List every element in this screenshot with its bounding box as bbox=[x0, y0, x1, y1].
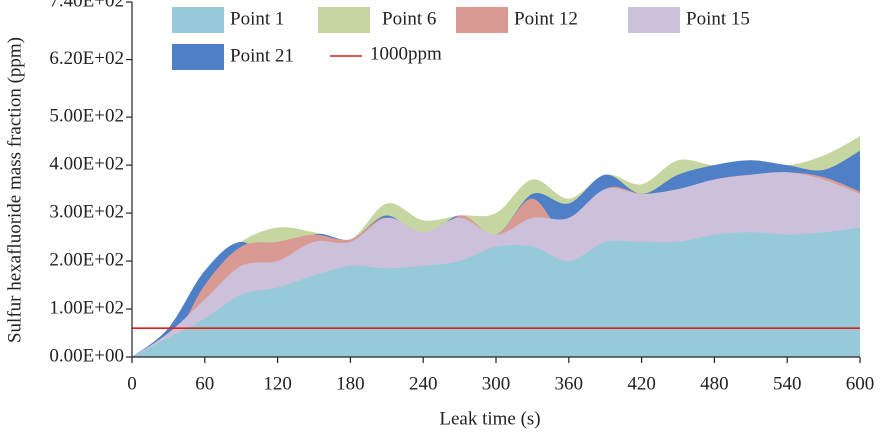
legend-swatch bbox=[318, 7, 370, 33]
x-tick-label: 360 bbox=[555, 373, 584, 394]
y-tick-label: 0.00E+00 bbox=[49, 345, 124, 366]
legend-swatch bbox=[456, 7, 508, 33]
y-tick-label: 3.00E+02 bbox=[49, 201, 124, 222]
legend-swatch bbox=[172, 44, 224, 70]
x-tick-label: 60 bbox=[195, 373, 214, 394]
legend-swatch bbox=[628, 7, 680, 33]
y-tick-label: 1.00E+02 bbox=[49, 297, 124, 318]
x-tick-label: 240 bbox=[409, 373, 438, 394]
y-tick-label: 6.20E+02 bbox=[49, 48, 124, 69]
x-tick-label: 540 bbox=[773, 373, 802, 394]
legend-label: 1000ppm bbox=[370, 43, 442, 64]
x-tick-label: 180 bbox=[336, 373, 365, 394]
x-tick-label: 480 bbox=[700, 373, 729, 394]
plot-areas bbox=[132, 136, 860, 357]
y-axis-label: Sulfur hexafluoride mass fraction (ppm) bbox=[4, 37, 25, 343]
legend-swatch bbox=[172, 7, 224, 33]
y-tick-label: 4.00E+02 bbox=[49, 153, 124, 174]
legend-label: Point 6 bbox=[382, 8, 436, 29]
x-tick-label: 0 bbox=[127, 373, 137, 394]
y-tick-label: 7.40E+02 bbox=[49, 0, 124, 11]
x-tick-label: 600 bbox=[846, 373, 875, 394]
x-axis-label: Leak time (s) bbox=[439, 408, 540, 429]
legend-label: Point 1 bbox=[230, 8, 284, 29]
y-tick-label: 2.00E+02 bbox=[49, 249, 124, 270]
x-tick-label: 420 bbox=[627, 373, 656, 394]
x-tick-label: 300 bbox=[482, 373, 511, 394]
area bbox=[132, 227, 860, 357]
legend-label: Point 15 bbox=[686, 8, 750, 29]
x-tick-label: 120 bbox=[263, 373, 292, 394]
legend-label: Point 21 bbox=[230, 45, 294, 66]
y-tick-label: 5.00E+02 bbox=[49, 105, 124, 126]
legend-label: Point 12 bbox=[514, 8, 578, 29]
